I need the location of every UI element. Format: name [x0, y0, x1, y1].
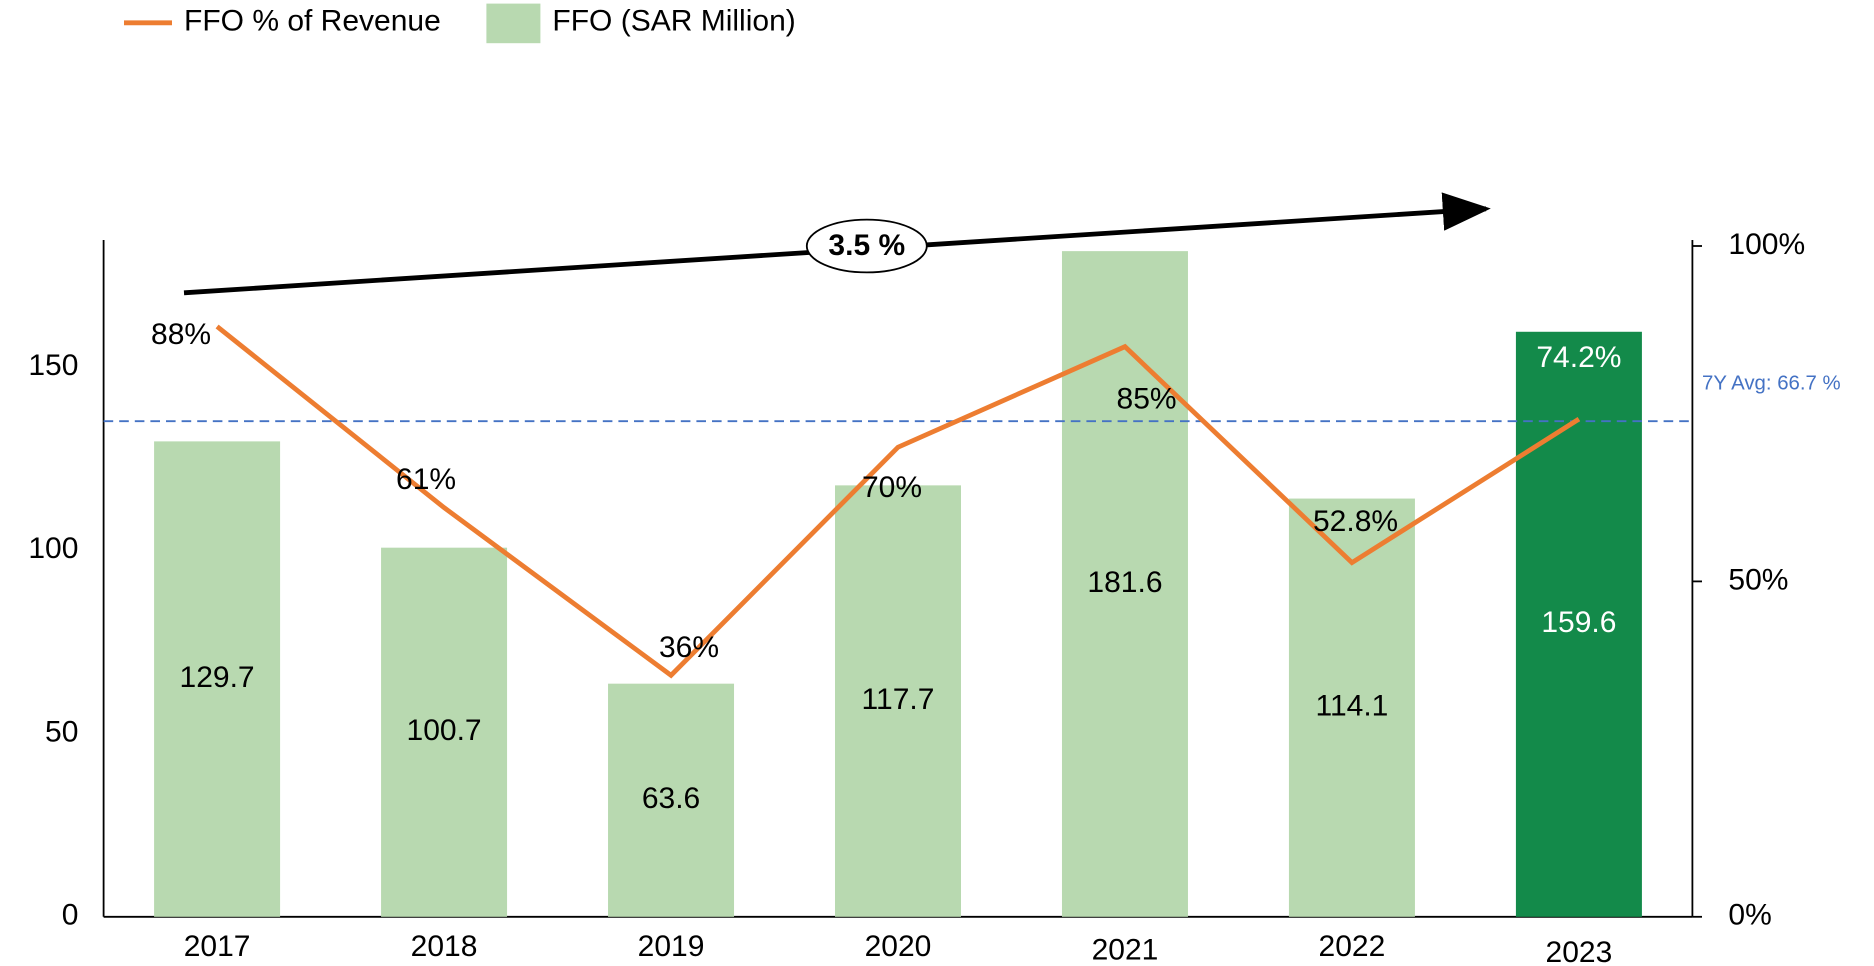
bar	[381, 547, 508, 917]
y2-tick-label: 0%	[1728, 899, 1771, 932]
bar	[608, 683, 735, 917]
x-tick-label: 2023	[1546, 936, 1613, 966]
x-tick-label: 2017	[184, 930, 251, 963]
y2-tick-label: 50%	[1728, 563, 1788, 596]
line-value-label: 61%	[396, 463, 456, 496]
legend-label: FFO % of Revenue	[184, 5, 441, 38]
line-value-label: 85%	[1117, 383, 1177, 416]
bar	[154, 441, 281, 917]
bar	[1288, 498, 1415, 917]
y-tick-label: 0	[62, 899, 79, 932]
cagr-label: 3.5 %	[828, 229, 905, 262]
bar-value-label: 159.6	[1541, 606, 1616, 639]
bar	[835, 485, 961, 917]
y-tick-label: 100	[28, 532, 78, 565]
average-label: 7Y Avg: 66.7 %	[1702, 372, 1841, 394]
x-tick-label: 2021	[1092, 934, 1159, 966]
line-value-label: 52.8%	[1313, 505, 1398, 538]
bar-value-label: 181.6	[1087, 566, 1162, 599]
x-tick-label: 2020	[865, 930, 932, 963]
line	[215, 324, 1581, 679]
bar-value-label: 117.7	[862, 683, 935, 716]
x-tick-label: 2022	[1319, 930, 1386, 963]
legend-swatch	[486, 3, 541, 44]
cagr-bubble	[805, 218, 928, 274]
x-tick-label: 2018	[411, 930, 478, 963]
legend-label: FFO (SAR Million)	[552, 5, 795, 38]
bar-value-label: 63.6	[642, 782, 700, 815]
bar-value-label: 114.1	[1316, 690, 1389, 723]
line-value-label: 36%	[659, 631, 719, 664]
line-value-label: 74.2%	[1536, 341, 1621, 374]
line-value-label: 88%	[151, 318, 211, 351]
bar-value-label: 129.7	[180, 661, 255, 694]
x-tick-label: 2019	[638, 930, 705, 963]
bar-value-label: 100.7	[407, 714, 482, 747]
bar	[1061, 251, 1188, 917]
y2-tick-label: 100%	[1728, 228, 1805, 261]
y-tick-label: 50	[45, 715, 78, 748]
line-value-label: 70%	[862, 471, 922, 504]
y-tick-label: 150	[28, 349, 78, 382]
bar	[1515, 331, 1642, 917]
